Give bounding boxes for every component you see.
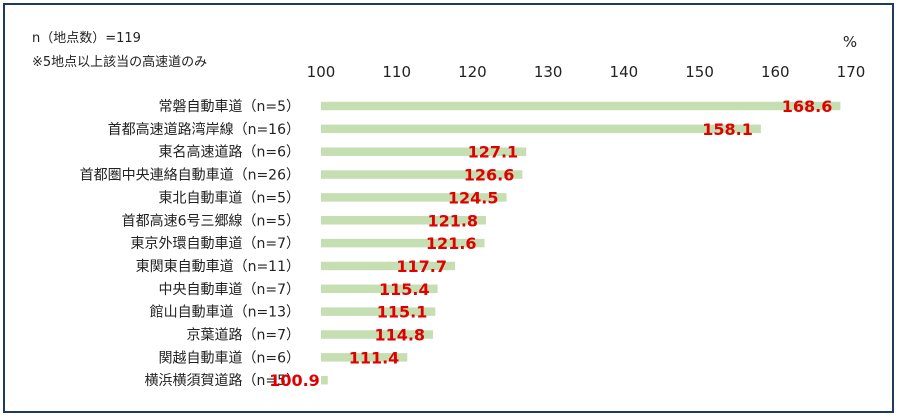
unit-label: % xyxy=(843,33,857,51)
category-label: 東名高速道路（n=6） xyxy=(158,144,300,161)
bar xyxy=(321,193,507,202)
value-labels: 168.6 158.1 127.1 126.6 124.5 121.8 121.6 117.7… xyxy=(269,97,832,390)
category-label: 中央自動車道（n=7） xyxy=(158,281,300,298)
value-label: 117.7 xyxy=(396,257,447,276)
value-label: 168.6 xyxy=(782,97,833,116)
x-axis-ticks: 100 110 120 130 140 150 160 170 xyxy=(307,63,866,81)
category-label: 首都高速6号三郷線（n=5） xyxy=(122,212,300,229)
x-tick-label: 170 xyxy=(837,63,866,81)
category-label: 館山自動車道（n=13） xyxy=(150,304,300,321)
value-label: 114.8 xyxy=(374,326,425,345)
bar xyxy=(321,147,527,156)
chart-frame xyxy=(3,3,894,413)
value-label: 121.8 xyxy=(427,211,478,230)
value-label: 158.1 xyxy=(702,120,753,139)
bar xyxy=(321,375,328,385)
category-label: 東関東自動車道（n=11） xyxy=(136,258,300,275)
bar xyxy=(321,284,438,294)
value-label: 126.6 xyxy=(464,166,515,185)
category-label: 首都圏中央連絡自動車道（n=26） xyxy=(80,167,300,184)
category-label: 横浜横須賀道路（n=5） xyxy=(144,373,300,389)
bar xyxy=(321,330,434,339)
sample-size-note: n（地点数）=119 xyxy=(32,31,141,46)
x-tick-label: 150 xyxy=(685,63,714,81)
bar xyxy=(321,216,487,225)
x-tick-label: 100 xyxy=(307,63,336,81)
value-label: 115.1 xyxy=(377,303,428,322)
value-label: 100.9 xyxy=(269,371,320,390)
x-tick-label: 160 xyxy=(761,63,790,81)
value-label: 111.4 xyxy=(349,348,400,367)
bar xyxy=(321,101,841,111)
condition-note: ※5地点以上該当の高速道のみ xyxy=(32,54,207,70)
bar xyxy=(321,307,436,316)
category-label: 首都高速道路湾岸線（n=16） xyxy=(108,121,300,138)
value-label: 127.1 xyxy=(468,143,519,162)
bar xyxy=(321,124,761,134)
value-label: 115.4 xyxy=(379,280,430,299)
bar xyxy=(321,353,408,362)
x-tick-label: 140 xyxy=(610,63,639,81)
bar xyxy=(321,238,485,248)
bars xyxy=(321,101,841,385)
x-tick-label: 130 xyxy=(534,63,563,81)
value-label: 121.6 xyxy=(426,234,477,253)
x-tick-label: 120 xyxy=(458,63,487,81)
category-label: 京葉道路（n=7） xyxy=(186,328,300,344)
category-label: 関越自動車道（n=6） xyxy=(158,349,300,366)
bar xyxy=(321,170,523,179)
category-label: 常磐自動車道（n=5） xyxy=(158,98,300,115)
category-label: 東京外環自動車道（n=7） xyxy=(130,235,300,252)
category-labels: 常磐自動車道（n=5） 首都高速道路湾岸線（n=16） 東名高速道路（n=6） 首都圏… xyxy=(80,98,300,389)
x-tick-label: 110 xyxy=(382,63,411,81)
value-label: 124.5 xyxy=(448,188,499,207)
category-label: 東北自動車道（n=5） xyxy=(158,189,300,206)
bar xyxy=(321,261,456,271)
